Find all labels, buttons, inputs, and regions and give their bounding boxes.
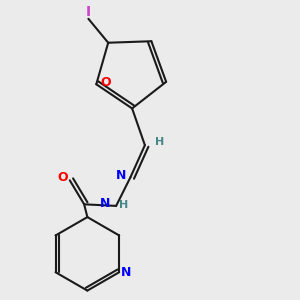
Text: H: H — [119, 200, 129, 210]
Text: O: O — [100, 76, 110, 89]
Text: H: H — [154, 137, 164, 147]
Text: N: N — [100, 197, 110, 210]
Text: N: N — [121, 266, 131, 279]
Text: N: N — [116, 169, 127, 182]
Text: I: I — [86, 5, 91, 19]
Text: O: O — [57, 171, 68, 184]
